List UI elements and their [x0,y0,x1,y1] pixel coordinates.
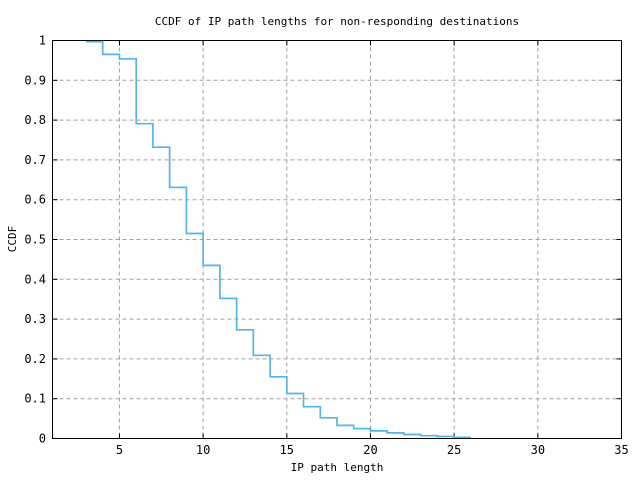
x-tick-label: 20 [363,443,377,457]
y-tick-label: 0.2 [24,352,46,366]
y-tick-label: 0 [39,432,46,446]
y-tick-label: 0.4 [24,272,46,286]
curve-layer [86,40,471,439]
y-tick-label: 0.8 [24,113,46,127]
grid-layer [52,40,622,439]
x-axis-label: IP path length [291,461,384,474]
y-tick-label: 1 [39,34,46,48]
label-layer: CCDF of IP path lengths for non-respondi… [6,15,519,474]
ccdf-step-curve [86,40,471,439]
y-axis-label: CCDF [6,226,19,253]
y-tick-label: 0.7 [24,153,46,167]
y-tick-label: 0.9 [24,73,46,87]
chart-title: CCDF of IP path lengths for non-respondi… [155,15,519,28]
x-tick-label: 35 [614,443,628,457]
x-tick-label: 15 [280,443,294,457]
x-tick-label: 30 [531,443,545,457]
x-tick-label: 10 [196,443,210,457]
y-tick-label: 0.3 [24,312,46,326]
y-tick-label: 0.5 [24,233,46,247]
tick-layer: 5 10 15 20 25 30 35 0 0.1 0.2 0.3 0.4 0.5 0.6 0.7 0.8 0.… [24,34,628,458]
x-tick-label: 5 [116,443,123,457]
y-tick-label: 0.1 [24,392,46,406]
y-tick-label: 0.6 [24,193,46,207]
x-tick-label: 25 [447,443,461,457]
